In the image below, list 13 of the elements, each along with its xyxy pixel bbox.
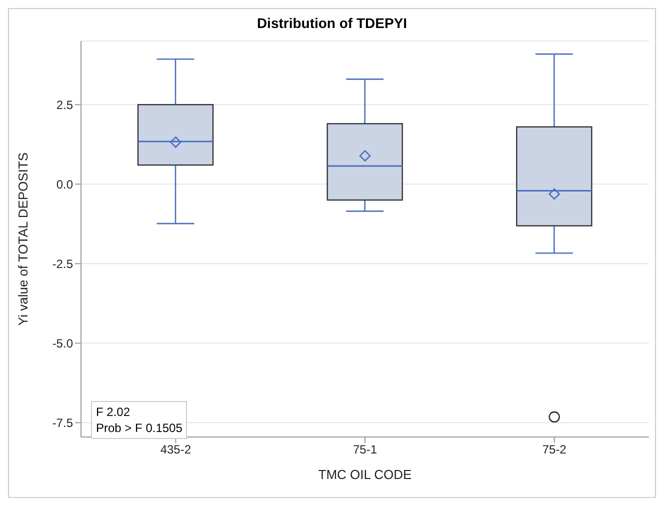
y-tick-label: -5.0	[52, 336, 74, 350]
annotation: Prob > F 0.1505	[96, 420, 182, 436]
x-tick-label: 75-2	[542, 442, 567, 457]
y-tick-label: -2.5	[52, 256, 74, 271]
x-tick-label: 435-2	[160, 442, 192, 457]
x-axis-title: TMC OIL CODE	[318, 467, 412, 482]
y-tick-label: 0.0	[56, 177, 74, 192]
y-tick-label: 2.5	[56, 98, 74, 112]
y-tick-label: -7.5	[52, 416, 74, 430]
chart-title: Distribution of TDEPYI	[256, 14, 408, 33]
annotation: F 2.02	[96, 404, 132, 420]
y-axis-title: Yi value of TOTAL DEPOSITS	[16, 152, 31, 326]
x-tick-label: 75-1	[352, 442, 378, 457]
